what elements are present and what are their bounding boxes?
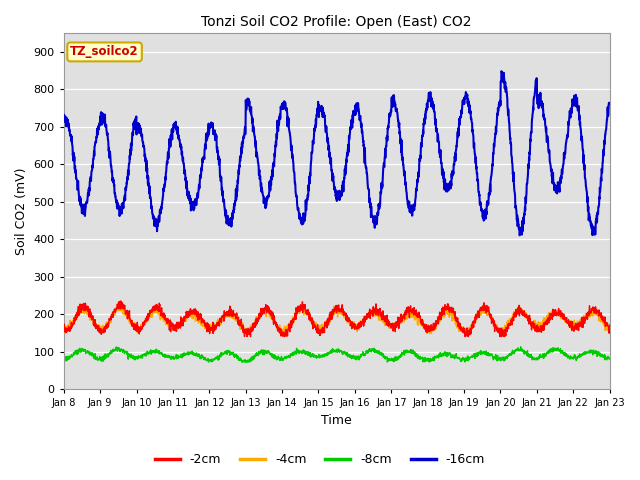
X-axis label: Time: Time (321, 414, 352, 427)
Legend: -2cm, -4cm, -8cm, -16cm: -2cm, -4cm, -8cm, -16cm (150, 448, 490, 471)
Text: TZ_soilco2: TZ_soilco2 (70, 46, 139, 59)
Title: Tonzi Soil CO2 Profile: Open (East) CO2: Tonzi Soil CO2 Profile: Open (East) CO2 (202, 15, 472, 29)
Y-axis label: Soil CO2 (mV): Soil CO2 (mV) (15, 167, 28, 255)
